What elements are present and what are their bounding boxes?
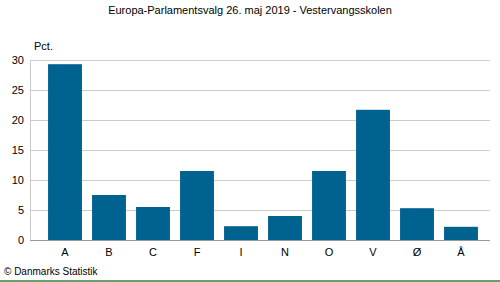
bar — [400, 208, 434, 240]
y-tick-label: 30 — [12, 54, 24, 66]
x-tick: B — [105, 240, 112, 258]
x-tick-label: I — [239, 246, 242, 258]
chart: Europa-Parlamentsvalg 26. maj 2019 - Ves… — [0, 0, 500, 282]
x-axis: ABCFINOVØÅ — [30, 240, 490, 258]
y-tick-label: 15 — [12, 144, 24, 156]
bars — [48, 64, 478, 240]
x-tick-label: F — [194, 246, 201, 258]
y-tick: 10 — [12, 174, 30, 186]
y-tick: 25 — [12, 84, 30, 96]
bar — [444, 227, 478, 240]
x-tick-label: B — [105, 246, 112, 258]
x-tick-label: O — [325, 246, 334, 258]
x-tick: Å — [457, 240, 465, 258]
y-tick-label: 0 — [18, 234, 24, 246]
y-axis: 0 5 10 15 20 25 30 — [12, 54, 31, 246]
y-tick-label: 20 — [12, 114, 24, 126]
x-tick: A — [61, 240, 69, 258]
x-tick: F — [194, 240, 201, 258]
grid-line — [30, 180, 490, 181]
grid-line — [30, 120, 490, 121]
x-tick-label: N — [281, 246, 289, 258]
x-tick: V — [369, 240, 377, 258]
y-tick-label: 25 — [12, 84, 24, 96]
x-tick-label: C — [149, 246, 157, 258]
x-tick-label: Ø — [413, 246, 422, 258]
y-tick: 30 — [12, 54, 30, 66]
title: Europa-Parlamentsvalg 26. maj 2019 - Ves… — [108, 4, 392, 16]
x-axis-line — [30, 240, 490, 241]
x-tick-label: V — [369, 246, 377, 258]
grid-line — [30, 150, 490, 151]
y-tick: 5 — [18, 204, 30, 216]
x-tick: O — [325, 240, 334, 258]
grid — [30, 60, 490, 240]
bar — [180, 171, 214, 240]
grid-line — [30, 60, 490, 61]
x-tick: C — [149, 240, 157, 258]
bar — [312, 171, 346, 240]
y-axis-line — [30, 61, 31, 241]
y-tick-label: 5 — [18, 204, 24, 216]
bar — [268, 216, 302, 240]
y-label: Pct. — [34, 40, 53, 52]
bar — [48, 64, 82, 240]
bar — [136, 207, 170, 240]
y-tick: 0 — [18, 234, 30, 246]
x-tick: Ø — [413, 240, 422, 258]
bar — [92, 195, 126, 240]
y-tick-label: 10 — [12, 174, 24, 186]
x-tick-label: A — [61, 246, 69, 258]
y-tick: 15 — [12, 144, 30, 156]
bar — [224, 226, 258, 240]
source: © Danmarks Statistik — [4, 266, 99, 277]
x-tick-label: Å — [457, 246, 465, 258]
border — [0, 280, 500, 282]
x-tick: I — [239, 240, 242, 258]
grid-line — [30, 90, 490, 91]
y-tick: 20 — [12, 114, 30, 126]
bar — [356, 110, 390, 240]
x-tick: N — [281, 240, 289, 258]
